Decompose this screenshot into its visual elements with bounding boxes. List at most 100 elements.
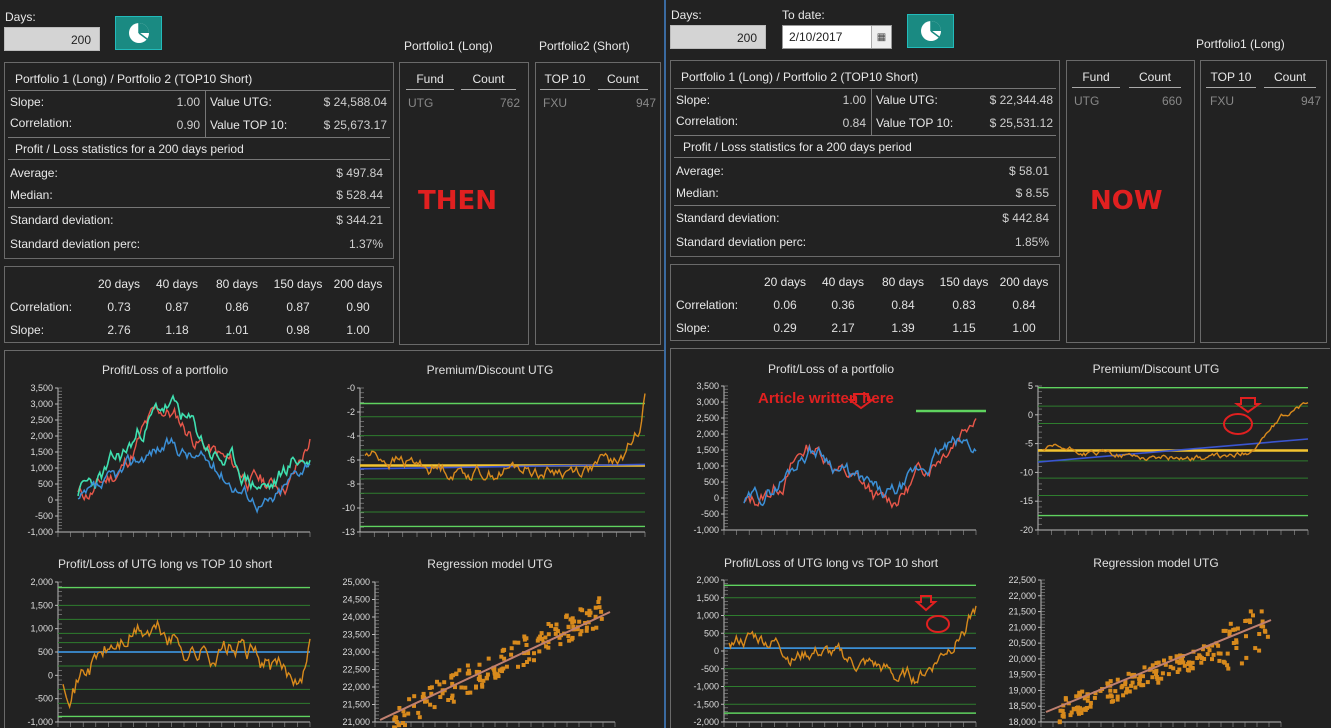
scatter-point bbox=[1221, 628, 1226, 633]
scatter-point bbox=[417, 715, 422, 720]
days-input[interactable]: 200 bbox=[4, 27, 100, 51]
scatter-point bbox=[516, 640, 521, 645]
scatter-point bbox=[543, 635, 548, 640]
average-label: Average: bbox=[10, 166, 58, 180]
overlay-now: NOW bbox=[1090, 186, 1163, 216]
scatter-point bbox=[401, 709, 406, 714]
fund-name[interactable]: UTG bbox=[1074, 94, 1100, 108]
series-line bbox=[77, 435, 311, 515]
top10-fund-count[interactable]: 947 bbox=[1300, 94, 1321, 108]
scatter-point bbox=[546, 645, 551, 650]
scatter-point bbox=[1137, 681, 1142, 686]
tick-label: -1,000 bbox=[27, 527, 53, 537]
scatter-point bbox=[1201, 644, 1206, 649]
scatter-point bbox=[521, 663, 526, 667]
scatter-point bbox=[446, 698, 451, 702]
fund-name[interactable]: UTG bbox=[408, 96, 434, 110]
chart-button[interactable] bbox=[115, 16, 162, 50]
top10-count-column-header[interactable]: Count bbox=[598, 72, 648, 90]
top10-fund-name[interactable]: FXU bbox=[543, 96, 567, 110]
scatter-point bbox=[1186, 668, 1191, 673]
right-charts bbox=[670, 348, 1330, 728]
tick-label: 21,500 bbox=[1008, 607, 1036, 617]
trend-line bbox=[1037, 438, 1309, 463]
scatter-point bbox=[1239, 661, 1244, 666]
tick-label: -1,000 bbox=[27, 717, 53, 727]
corr-cell: 0.06 bbox=[773, 298, 797, 312]
portfolio2-list[interactable] bbox=[1200, 60, 1327, 343]
top10-column-header[interactable]: TOP 10 bbox=[1206, 70, 1256, 88]
scatter-point bbox=[1234, 640, 1239, 645]
fund-count[interactable]: 660 bbox=[1161, 94, 1182, 108]
scatter-point bbox=[502, 656, 507, 661]
scatter-point bbox=[579, 629, 584, 634]
portfolio1-list[interactable] bbox=[1066, 60, 1195, 343]
scatter-point bbox=[491, 666, 496, 671]
top10-fund-name[interactable]: FXU bbox=[1210, 94, 1234, 108]
count-column-header[interactable]: Count bbox=[461, 72, 516, 90]
scatter-point bbox=[504, 664, 509, 669]
value-utg-label: Value UTG: bbox=[876, 93, 938, 107]
days-input[interactable]: 200 bbox=[670, 25, 766, 49]
scatter-point bbox=[1150, 675, 1155, 680]
tick-label: 0 bbox=[714, 646, 719, 656]
scatter-point bbox=[1248, 609, 1253, 614]
scatter-point bbox=[1123, 682, 1128, 687]
fund-column-header[interactable]: Fund bbox=[406, 72, 454, 90]
chart-button[interactable] bbox=[907, 14, 954, 48]
scatter-point bbox=[1175, 670, 1180, 674]
scatter-point bbox=[1082, 696, 1087, 701]
chart-title: Profit/Loss of a portfolio bbox=[767, 362, 895, 376]
scatter-point bbox=[1126, 671, 1131, 676]
calendar-icon[interactable]: ▦ bbox=[871, 26, 891, 48]
top10-fund-count[interactable]: 947 bbox=[635, 96, 656, 110]
scatter-point bbox=[1077, 711, 1081, 716]
pl-portfolio-chart: 3,500 3,000 2,500 2,000 1,500 1,000 500 0 -500 -1… bbox=[27, 383, 311, 537]
scatter-point bbox=[1109, 699, 1114, 704]
series-line bbox=[77, 393, 311, 497]
slope-cell: 2.17 bbox=[831, 321, 855, 335]
scatter-point bbox=[401, 721, 405, 725]
scatter-point bbox=[450, 696, 454, 700]
series-line bbox=[1042, 401, 1309, 462]
corr-cell: 0.73 bbox=[107, 300, 131, 314]
scatter-point bbox=[1231, 641, 1236, 645]
top10-count-column-header[interactable]: Count bbox=[1264, 70, 1316, 88]
scatter-point bbox=[1123, 679, 1128, 684]
chart-title: Profit/Loss of UTG long vs TOP 10 short bbox=[723, 556, 939, 570]
fund-column-header[interactable]: Fund bbox=[1072, 70, 1120, 88]
scatter-point bbox=[571, 624, 576, 629]
count-column-header[interactable]: Count bbox=[1129, 70, 1181, 88]
scatter-point bbox=[575, 627, 580, 632]
scatter-point bbox=[1200, 647, 1205, 652]
scatter-point bbox=[553, 631, 558, 636]
todate-input[interactable]: 2/10/2017 ▦ bbox=[782, 25, 892, 49]
tick-label: -13 bbox=[342, 527, 355, 537]
tick-label: 500 bbox=[704, 477, 719, 487]
scatter-point bbox=[1244, 655, 1249, 660]
fund-count[interactable]: 762 bbox=[499, 96, 520, 110]
scatter-point bbox=[1234, 646, 1239, 650]
period-header: 40 days bbox=[821, 275, 865, 289]
scatter-point bbox=[501, 647, 506, 652]
scatter-point bbox=[397, 723, 402, 728]
scatter-point bbox=[1160, 671, 1165, 676]
scatter-point bbox=[406, 711, 411, 716]
scatter-point bbox=[392, 717, 397, 722]
tick-label: 22,000 bbox=[1008, 591, 1036, 601]
scatter-point bbox=[1166, 672, 1171, 677]
scatter-point bbox=[524, 636, 529, 641]
pl-stats-title: Profit / Loss statistics for a 200 days … bbox=[15, 142, 244, 156]
scatter-point bbox=[442, 680, 447, 685]
scatter-point bbox=[588, 610, 593, 615]
scatter-point bbox=[1177, 660, 1182, 665]
scatter-point bbox=[593, 605, 598, 610]
scatter-point bbox=[570, 635, 575, 640]
scatter-point bbox=[1152, 669, 1157, 674]
portfolio1-list[interactable] bbox=[399, 62, 529, 345]
scatter-point bbox=[526, 651, 531, 655]
portfolio2-list[interactable] bbox=[535, 62, 661, 345]
scatter-point bbox=[1154, 661, 1159, 666]
top10-column-header[interactable]: TOP 10 bbox=[540, 72, 590, 90]
tick-label: 19,000 bbox=[1008, 685, 1036, 695]
